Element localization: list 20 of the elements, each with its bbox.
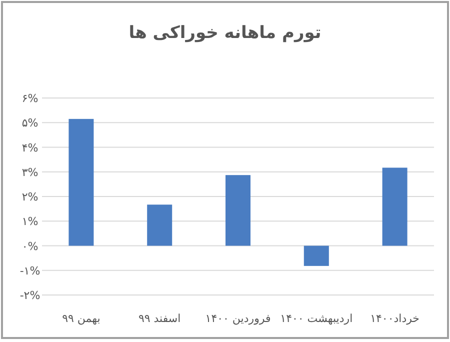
- bar: [147, 204, 172, 246]
- x-tick-label: اردیبهشت ۱۴۰۰: [280, 312, 353, 325]
- chart-title: تورم ماهانه خوراکی ها: [128, 23, 322, 43]
- bar: [382, 168, 408, 246]
- y-tick-label: ۶%: [22, 92, 38, 105]
- y-tick-label: ۰%: [22, 240, 38, 253]
- y-tick-label: ۲%: [22, 190, 38, 204]
- x-tick-label: فروردین ۱۴۰۰: [205, 312, 271, 325]
- y-tick-label: ۱%: [22, 215, 38, 228]
- y-tick-label: ۴%: [22, 141, 38, 154]
- x-tick-label: اسفند ۹۹: [138, 312, 181, 325]
- y-tick-label: ۳%: [22, 166, 38, 179]
- x-tick-label: خرداد۱۴۰۰: [370, 312, 420, 325]
- y-tick-label: ۵%: [22, 116, 38, 130]
- bar: [226, 175, 250, 246]
- y-tick-label: -۱%: [20, 264, 40, 278]
- bar: [68, 118, 94, 246]
- bar: [304, 246, 329, 266]
- x-tick-label: بهمن ۹۹: [62, 312, 100, 325]
- y-tick-label: -۲%: [20, 289, 40, 302]
